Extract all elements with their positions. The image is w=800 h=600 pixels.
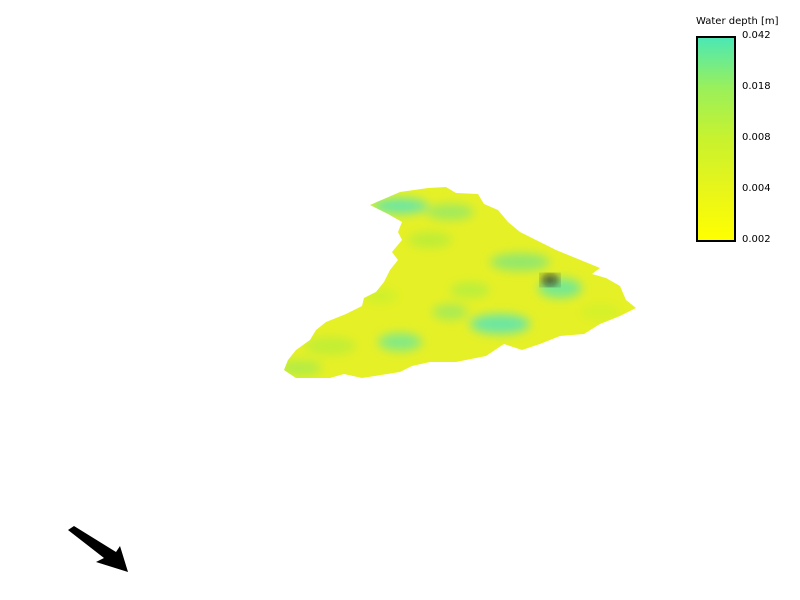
depth-shading (284, 198, 620, 376)
deep-hotspot (541, 274, 559, 286)
legend-title: Water depth [m] (696, 16, 779, 27)
legend-color-bar (696, 36, 736, 242)
legend-tick-label: 0.018 (742, 81, 771, 92)
color-legend: Water depth [m] 0.042 0.018 0.008 0.004 … (694, 14, 794, 254)
north-arrow-icon (68, 526, 128, 572)
legend-tick-label: 0.042 (742, 30, 771, 41)
terrain-outline (284, 187, 636, 378)
legend-tick-label: 0.008 (742, 132, 771, 143)
legend-tick-label: 0.002 (742, 234, 771, 245)
legend-tick-label: 0.004 (742, 183, 771, 194)
